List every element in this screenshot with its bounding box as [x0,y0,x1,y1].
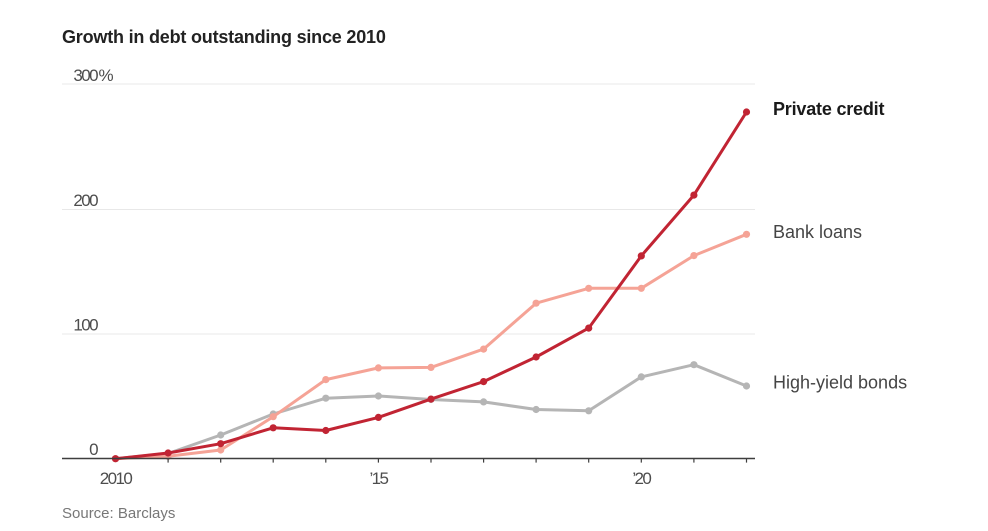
svg-text:Private credit: Private credit [773,99,884,119]
svg-text:100: 100 [73,316,98,335]
svg-text:High-yield bonds: High-yield bonds [773,373,907,393]
svg-text:2010: 2010 [100,469,133,488]
svg-text:Growth in debt outstanding sin: Growth in debt outstanding since 2010 [62,27,386,47]
svg-text:’20: ’20 [632,469,651,488]
svg-text:0: 0 [89,440,98,459]
svg-text:200: 200 [73,191,98,210]
svg-text:’15: ’15 [369,469,388,488]
svg-text:300: 300 [73,66,98,85]
svg-text:%: % [99,66,114,85]
svg-text:Source: Barclays: Source: Barclays [62,505,175,522]
svg-text:Bank loans: Bank loans [773,222,862,242]
